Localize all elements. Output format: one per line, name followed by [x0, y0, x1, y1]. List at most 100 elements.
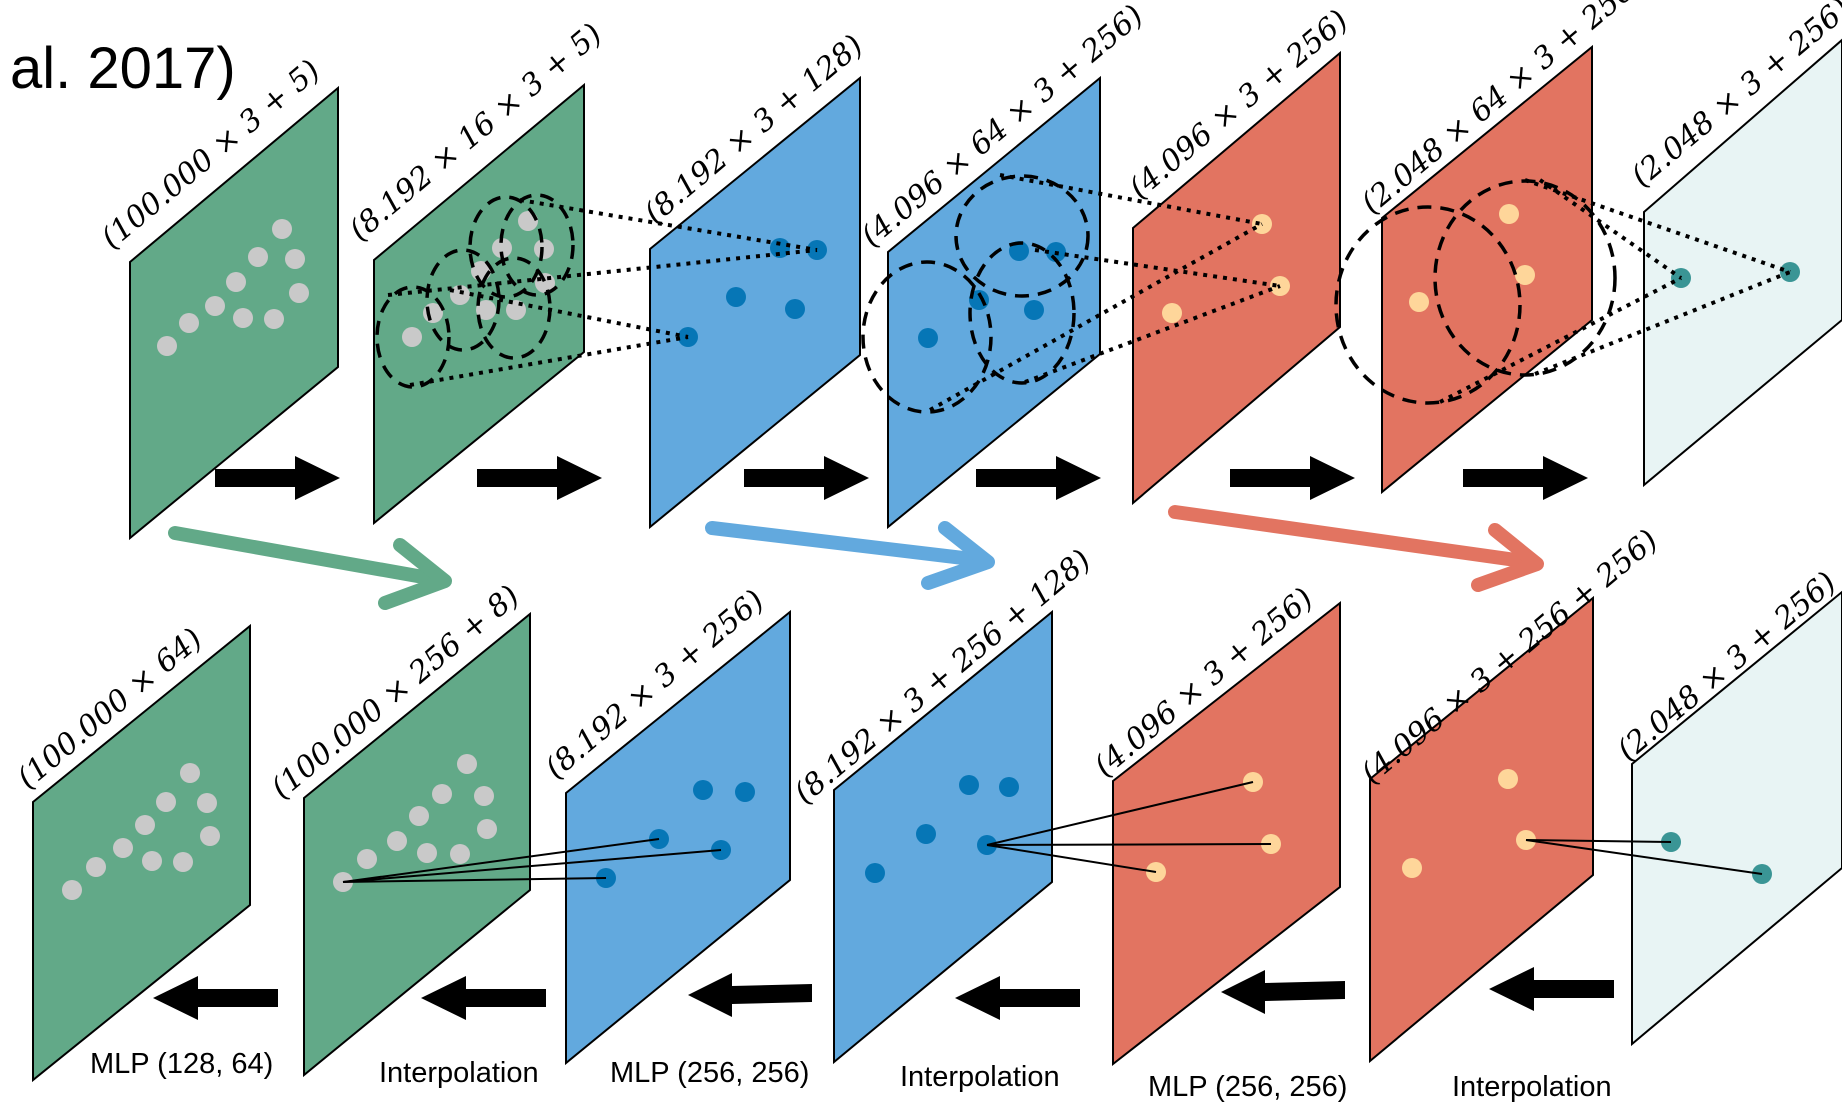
point: [534, 239, 554, 259]
point: [197, 793, 217, 813]
forward-arrow: [1463, 456, 1588, 500]
forward-arrow: [744, 456, 869, 500]
operation-labels: MLP (128, 64) Interpolation MLP (256, 25…: [90, 1048, 1612, 1103]
point: [916, 824, 936, 844]
point: [450, 285, 470, 305]
point: [233, 308, 253, 328]
point: [248, 247, 268, 267]
skip-arrow-green: [168, 526, 452, 610]
point: [432, 784, 452, 804]
point: [1024, 300, 1044, 320]
point: [735, 782, 755, 802]
backward-arrow: [421, 976, 546, 1020]
point: [1498, 769, 1518, 789]
point: [142, 851, 162, 871]
layer-plane: [1369, 595, 1594, 1064]
neighborhood-circles: [861, 174, 1090, 414]
point: [135, 815, 155, 835]
point: [387, 831, 407, 851]
encoder-layer-4: (4.096 × 64 × 3 + 256): [855, 0, 1150, 530]
point: [693, 780, 713, 800]
point: [457, 754, 477, 774]
layer-plane: [303, 611, 531, 1078]
point: [726, 287, 746, 307]
layer-plane: [129, 85, 339, 541]
point: [62, 880, 82, 900]
backward-arrow: [955, 976, 1080, 1020]
decoder-row: (100.000 × 64) (100.000 × 256 + 8) (8.19…: [11, 523, 1842, 1103]
point: [1499, 204, 1519, 224]
skip-arrow-red: [1168, 505, 1544, 592]
point-cloud: [157, 219, 309, 356]
forward-arrow: [477, 456, 602, 500]
backward-arrow: [1489, 967, 1614, 1011]
decoder-layer-7: (2.048 × 3 + 256): [1611, 565, 1842, 1047]
point: [1009, 241, 1029, 261]
encoder-layer-5: (4.096 × 3 + 256): [1123, 3, 1355, 506]
point: [285, 249, 305, 269]
point: [1409, 292, 1429, 312]
operation-label: Interpolation: [900, 1061, 1060, 1093]
layer-plane: [565, 609, 791, 1066]
forward-arrows: [215, 456, 1588, 500]
point-cloud: [1409, 204, 1535, 312]
skip-arrow-blue: [705, 521, 995, 590]
point: [272, 219, 292, 239]
encoder-layer-3: (8.192 × 3 + 128): [638, 28, 870, 530]
layer-plane: [1381, 44, 1593, 495]
operation-label: MLP (256, 256): [610, 1057, 809, 1089]
backward-arrow: [153, 976, 278, 1020]
layer-plane: [1112, 600, 1341, 1067]
title-fragment: al. 2017): [10, 36, 236, 101]
point: [474, 786, 494, 806]
forward-arrow: [976, 456, 1101, 500]
point: [180, 763, 200, 783]
layer-plane: [833, 609, 1053, 1065]
point: [959, 775, 979, 795]
skip-connection-arrows: [168, 505, 1544, 610]
point: [918, 328, 938, 348]
point: [477, 819, 497, 839]
encoder-row: (100.000 × 3 + 5) (8.192 × 16 × 3 + 5): [95, 0, 1842, 610]
backward-arrows: [153, 967, 1614, 1020]
point-cloud: [62, 763, 220, 900]
point: [157, 336, 177, 356]
point-cloud: [678, 238, 827, 347]
point: [113, 838, 133, 858]
backward-arrow: [1221, 970, 1345, 1014]
point: [476, 300, 496, 320]
point: [1515, 265, 1535, 285]
point: [1162, 303, 1182, 323]
point: [156, 792, 176, 812]
operation-label: Interpolation: [1452, 1071, 1612, 1103]
layer-plane: [32, 623, 251, 1083]
point: [200, 826, 220, 846]
point: [492, 238, 512, 258]
point: [999, 777, 1019, 797]
encoder-layer-7: (2.048 × 3 + 256): [1625, 0, 1842, 488]
operation-label: Interpolation: [379, 1057, 539, 1089]
point: [409, 806, 429, 826]
point: [173, 852, 193, 872]
interpolation-lines: [342, 781, 1763, 883]
point: [179, 313, 199, 333]
operation-label: MLP (128, 64): [90, 1048, 273, 1080]
point: [264, 309, 284, 329]
decoder-layer-4: (8.192 × 3 + 256 + 128): [788, 543, 1098, 1065]
point: [226, 272, 246, 292]
layer-plane: [649, 75, 861, 530]
point: [770, 238, 790, 258]
point: [417, 843, 437, 863]
point: [785, 299, 805, 319]
layer-plane: [1643, 38, 1842, 488]
point-cloud: [333, 754, 497, 892]
point: [357, 849, 377, 869]
backward-arrow: [688, 973, 812, 1017]
point: [865, 863, 885, 883]
forward-arrow: [1230, 456, 1355, 500]
decoder-layer-1: (100.000 × 64): [11, 622, 251, 1083]
point: [1402, 858, 1422, 878]
encoder-layer-2: (8.192 × 16 × 3 + 5): [343, 17, 609, 526]
encoder-layer-6: (2.048 × 64 × 3 + 256): [1334, 0, 1650, 495]
